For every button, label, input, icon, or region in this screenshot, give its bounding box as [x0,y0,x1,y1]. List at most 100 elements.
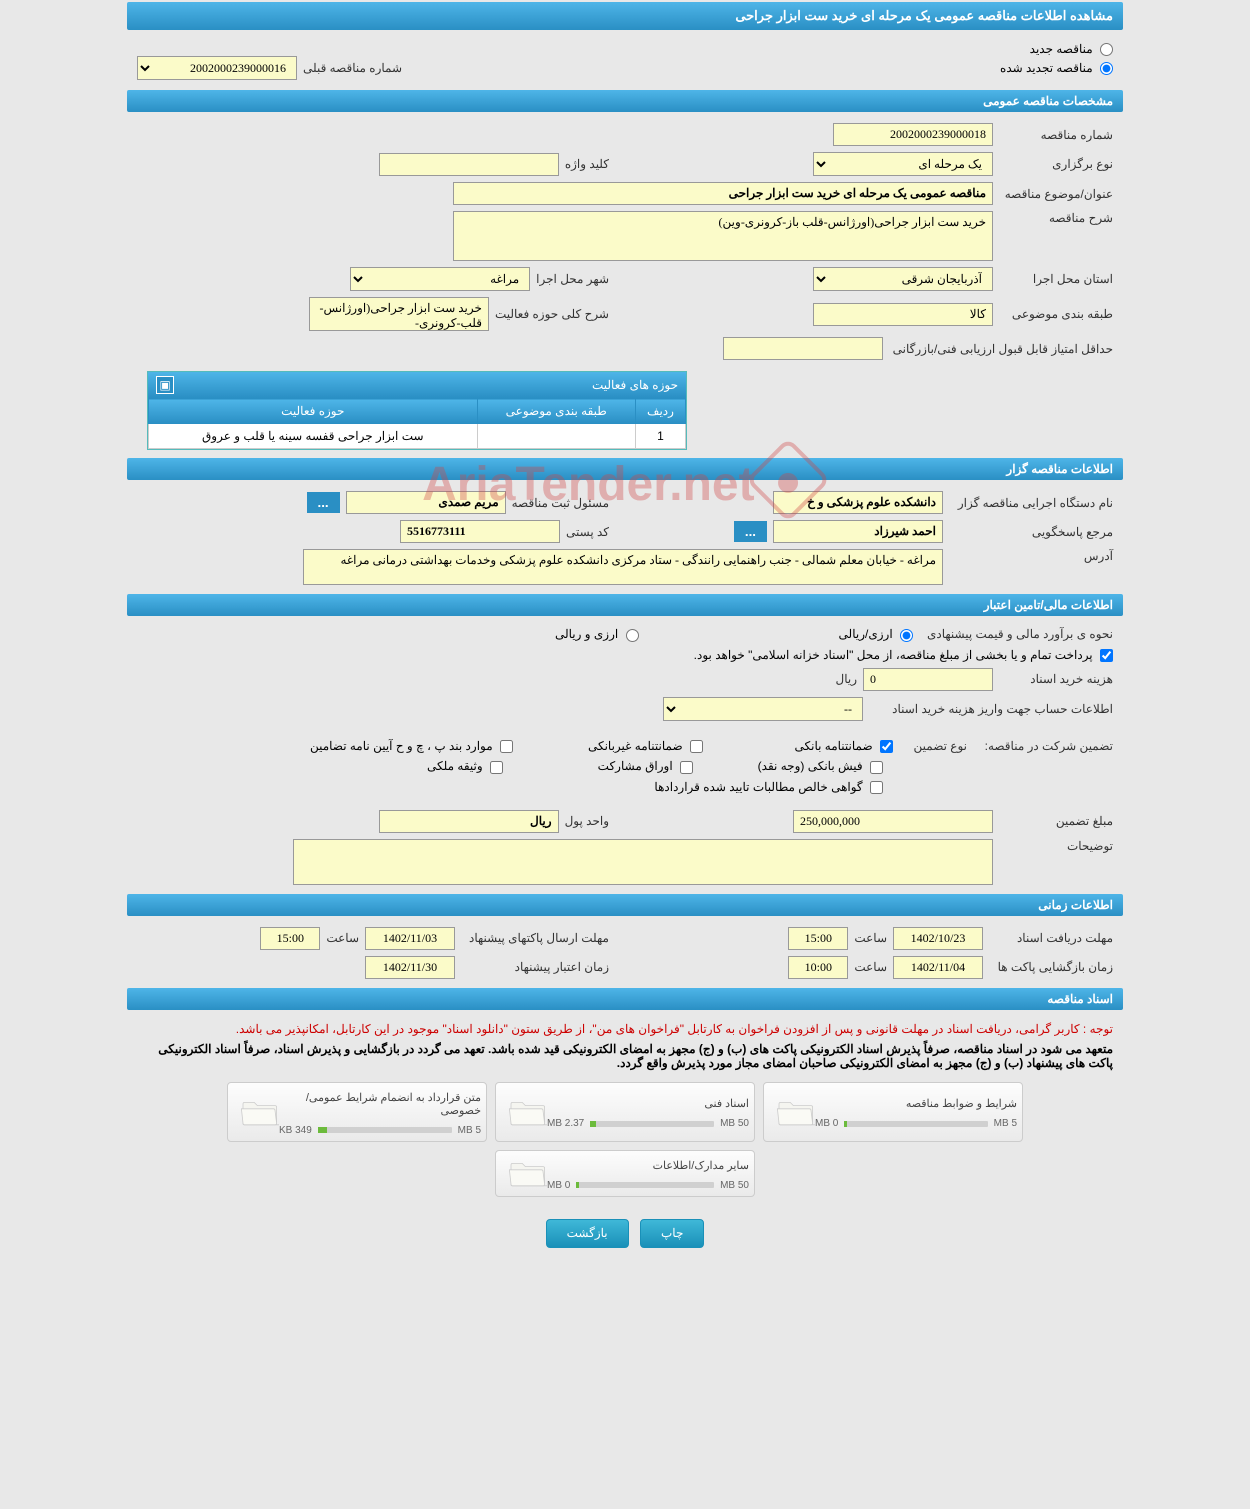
receive-time[interactable] [788,927,848,950]
currency-unit-label: واحد پول [559,814,615,828]
guarantee-amount-label: مبلغ تضمین [993,814,1113,828]
postal-input[interactable] [400,520,560,543]
radio-new-tender[interactable]: مناقصه جدید [1030,42,1113,56]
submit-time[interactable] [260,927,320,950]
open-time[interactable] [788,956,848,979]
check-cash[interactable]: فیش بانکی (وجه نقد) [713,759,883,773]
desc-textarea[interactable]: خرید ست ابزار جراحی(اورژانس-قلب باز-کرون… [453,211,993,261]
folder-icon [507,1096,547,1128]
radio-rial[interactable]: ارزی/ریالی [839,627,913,641]
check-source[interactable]: پرداخت تمام و یا بخشی از مبلغ مناقصه، از… [694,648,1113,662]
prev-tender-label: شماره مناقصه قبلی [297,61,408,75]
org-input[interactable] [773,491,943,514]
activity-desc-label: شرح کلی حوزه فعالیت [489,307,615,321]
receive-date[interactable] [893,927,983,950]
check-securities[interactable]: اوراق مشارکت [523,759,693,773]
city-label: شهر محل اجرا [530,272,615,286]
doc-box[interactable]: سایر مدارک/اطلاعات50 MB0 MB [495,1150,755,1197]
validity-label: زمان اعتبار پیشنهاد [455,960,615,974]
keyword-input[interactable] [379,153,559,176]
docs-note-black: متعهد می شود در اسناد مناقصه، صرفاً پذیر… [127,1040,1123,1072]
estimate-label: نحوه ی برآورد مالی و قیمت پیشنهادی [913,627,1113,641]
table-row: 1ست ابزار جراحی قفسه سینه یا قلب و عروق [149,424,686,449]
doccost-label: هزینه خرید اسناد [993,672,1113,686]
check-property[interactable]: وثیقه ملکی [427,759,503,773]
doc-title: سایر مدارک/اطلاعات [547,1156,749,1180]
activity-desc-input[interactable]: خرید ست ابزار جراحی(اورژانس-قلب-کرونری- [309,297,489,331]
guarantee-amount-input[interactable] [793,810,993,833]
category-input[interactable] [813,303,993,326]
minscore-input[interactable] [723,337,883,360]
folder-icon [239,1096,279,1128]
title-input[interactable] [453,182,993,205]
open-date[interactable] [893,956,983,979]
doc-title: اسناد فنی [547,1094,749,1118]
validity-date[interactable] [365,956,455,979]
submit-date[interactable] [365,927,455,950]
registrar-input[interactable] [346,491,506,514]
check-bank[interactable]: ضمانتنامه بانکی [723,739,893,753]
deposit-label: اطلاعات حساب جهت واریز هزینه خرید اسناد [863,702,1113,716]
collapse-button[interactable]: ▣ [156,376,174,394]
check-clauses[interactable]: موارد بند پ ، چ و ح آیین نامه تضامین [310,739,513,753]
city-select[interactable]: مراغه [350,267,530,291]
keyword-label: کلید واژه [559,157,615,171]
back-button[interactable]: بازگشت [546,1219,629,1248]
doc-box[interactable]: متن قرارداد به انضمام شرایط عمومی/خصوصی5… [227,1082,487,1142]
tender-number[interactable] [833,123,993,146]
type-label: نوع برگزاری [993,157,1113,171]
activity-table: ردیف طبقه بندی موضوعی حوزه فعالیت 1ست اب… [148,398,686,449]
notes-textarea[interactable] [293,839,993,885]
tender-type-radios: مناقصه جدید مناقصه تجدید شده شماره مناقص… [127,38,1123,84]
guarantee-section-label: تضمین شرکت در مناقصه: [973,739,1113,753]
category-label: طبقه بندی موضوعی [993,307,1113,321]
deposit-select[interactable]: -- [663,697,863,721]
title-label: عنوان/موضوع مناقصه [993,187,1113,201]
receive-label: مهلت دریافت اسناد [983,931,1113,945]
registrar-dots-button[interactable]: ... [307,492,340,513]
prev-tender-select[interactable]: 2002000239000016 [137,56,297,80]
number-label: شماره مناقصه [993,128,1113,142]
registrar-label: مسئول ثبت مناقصه [506,496,615,510]
radio-renewed-tender[interactable]: مناقصه تجدید شده [1000,61,1113,75]
check-receivables[interactable]: گواهی خالص مطالبات تایید شده قراردادها [654,780,883,794]
section-general: مشخصات مناقصه عمومی [127,90,1123,112]
section-financial: اطلاعات مالی/تامین اعتبار [127,594,1123,616]
submit-label: مهلت ارسال پاکتهای پیشنهاد [455,931,615,945]
address-textarea[interactable]: مراغه - خیابان معلم شمالی - جنب راهنمایی… [303,549,943,585]
province-select[interactable]: آذربایجان شرقی [813,267,993,291]
doc-box[interactable]: اسناد فنی50 MB2.37 MB [495,1082,755,1142]
guarantee-type-label: نوع تضمین [893,739,973,753]
postal-label: کد پستی [560,525,615,539]
radio-currency[interactable]: ارزی و ریالی [555,627,639,641]
section-organizer: اطلاعات مناقصه گزار [127,458,1123,480]
doc-grid: شرایط و ضوابط مناقصه5 MB0 MBاسناد فنی50 … [127,1072,1123,1207]
org-label: نام دستگاه اجرایی مناقصه گزار [943,496,1113,510]
address-label: آدرس [943,549,1113,563]
section-timing: اطلاعات زمانی [127,894,1123,916]
folder-icon [507,1157,547,1189]
type-select[interactable]: یک مرحله ای [813,152,993,176]
page-title: مشاهده اطلاعات مناقصه عمومی یک مرحله ای … [127,2,1123,30]
contact-label: مرجع پاسخگویی [943,525,1113,539]
time-label-3: ساعت [848,960,893,974]
doc-title: شرایط و ضوابط مناقصه [815,1094,1017,1118]
col-row: ردیف [636,399,686,424]
time-label-1: ساعت [848,931,893,945]
doc-box[interactable]: شرایط و ضوابط مناقصه5 MB0 MB [763,1082,1023,1142]
contact-dots-button[interactable]: ... [734,521,767,542]
desc-label: شرح مناقصه [993,211,1113,225]
section-docs: اسناد مناقصه [127,988,1123,1010]
doccost-input[interactable] [863,668,993,691]
province-label: استان محل اجرا [993,272,1113,286]
rial-label: ریال [829,672,863,686]
folder-icon [775,1096,815,1128]
currency-unit-input[interactable] [379,810,559,833]
print-button[interactable]: چاپ [640,1219,704,1248]
col-category: طبقه بندی موضوعی [477,399,635,424]
check-nonbank[interactable]: ضمانتنامه غیربانکی [533,739,703,753]
contact-input[interactable] [773,520,943,543]
docs-note-red: توجه : کاربر گرامی، دریافت اسناد در مهلت… [127,1018,1123,1040]
minscore-label: حداقل امتیاز قابل قبول ارزیابی فنی/بازرگ… [883,342,1113,356]
doc-title: متن قرارداد به انضمام شرایط عمومی/خصوصی [279,1088,481,1125]
